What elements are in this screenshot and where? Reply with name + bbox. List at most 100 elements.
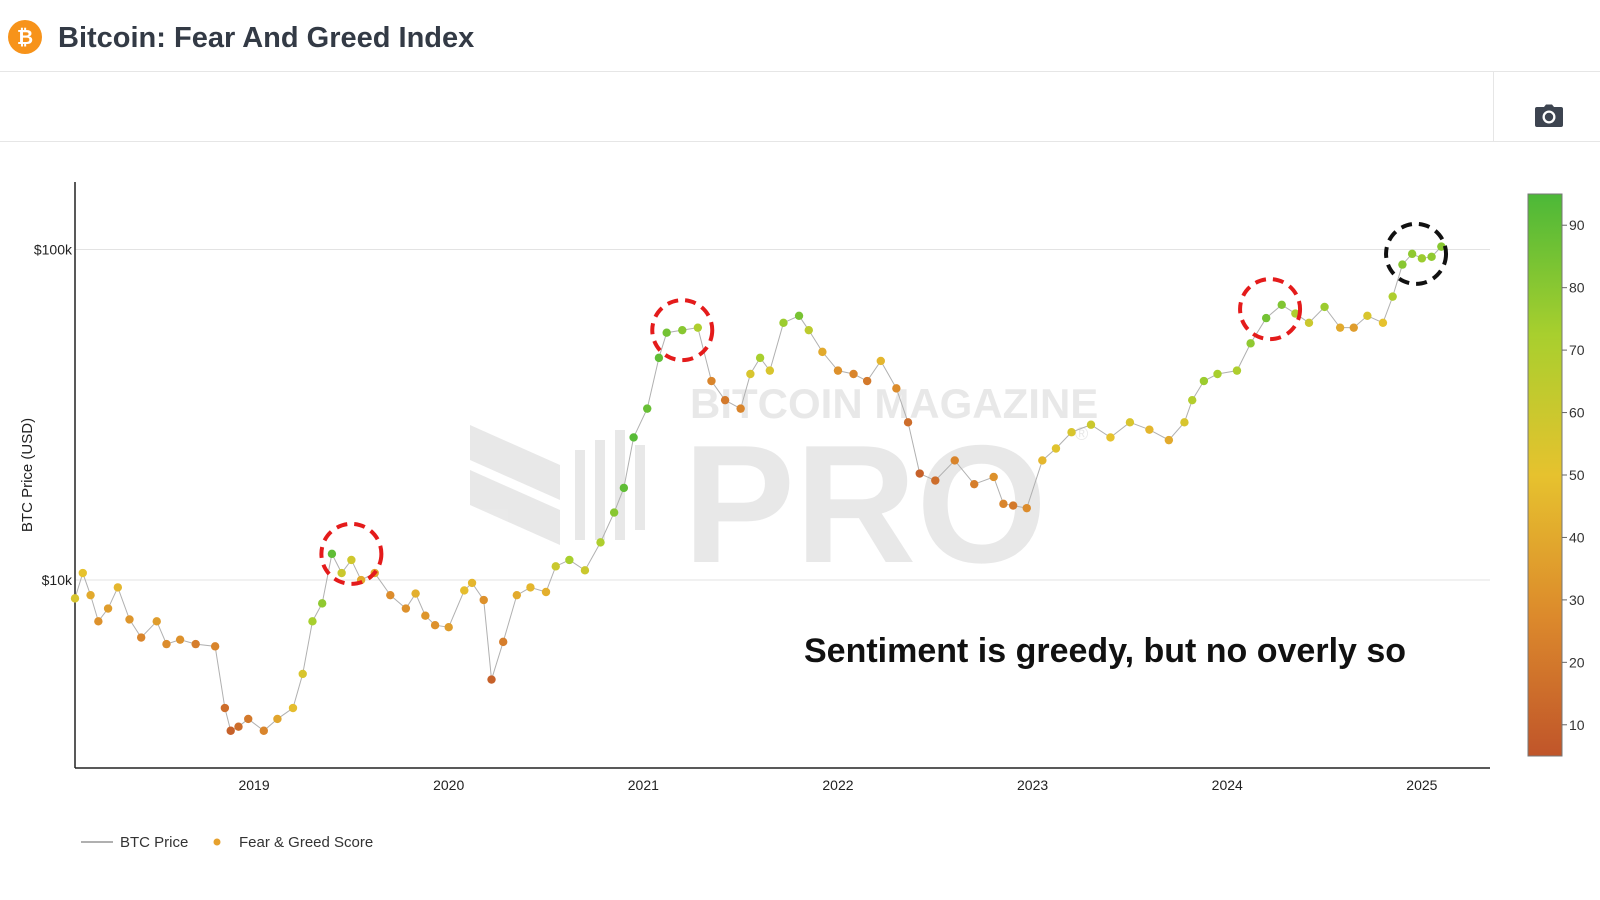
watermark-line2: PRO xyxy=(683,410,1047,598)
score-point xyxy=(1363,311,1372,321)
x-tick-label: 2020 xyxy=(433,777,464,793)
y-tick-label: $100k xyxy=(34,241,73,257)
score-point xyxy=(903,418,913,427)
score-point xyxy=(1261,313,1271,323)
score-point xyxy=(1388,292,1397,301)
camera-icon[interactable] xyxy=(1534,104,1564,128)
watermark-logo-icon xyxy=(470,425,645,545)
score-point xyxy=(244,714,253,724)
points-layer xyxy=(70,242,1446,735)
score-point xyxy=(580,566,590,575)
score-point xyxy=(541,587,551,597)
score-point xyxy=(460,586,469,595)
watermark: BITCOIN MAGAZINE PRO ® xyxy=(470,380,1098,598)
watermark-reg: ® xyxy=(1075,424,1088,444)
score-point xyxy=(1407,249,1417,259)
score-point xyxy=(833,366,843,375)
score-point xyxy=(804,325,813,335)
score-point xyxy=(273,714,282,724)
score-point xyxy=(1232,366,1242,375)
score-point xyxy=(308,617,317,626)
score-point xyxy=(1164,435,1174,445)
colorbar xyxy=(1527,193,1563,757)
score-point xyxy=(915,469,924,478)
score-point xyxy=(629,433,638,442)
score-point xyxy=(1038,456,1047,465)
score-point xyxy=(430,621,440,630)
legend: BTC Price Fear & Greed Score xyxy=(81,834,373,851)
score-point xyxy=(565,555,574,565)
score-point xyxy=(1304,318,1314,328)
score-point xyxy=(1335,323,1345,332)
score-point xyxy=(662,328,671,337)
page-header: ₿ Bitcoin: Fear And Greed Index xyxy=(0,0,1600,72)
score-point xyxy=(125,615,134,624)
score-point xyxy=(70,594,80,603)
score-point xyxy=(849,369,858,379)
highlight-circle-red xyxy=(650,298,715,363)
axes-layer: $10k $100k 2019 2020 2021 2022 2023 2024 2025 xyxy=(34,182,1490,793)
score-point xyxy=(1180,418,1189,427)
score-point xyxy=(175,635,185,644)
score-point xyxy=(1246,339,1255,348)
score-point xyxy=(444,622,453,632)
score-point xyxy=(720,395,730,405)
score-point xyxy=(487,675,496,684)
score-point xyxy=(1106,433,1115,442)
score-point xyxy=(103,604,113,613)
score-point xyxy=(1008,501,1018,510)
y-tick-label: $10k xyxy=(42,572,73,588)
score-point xyxy=(1022,503,1031,513)
colorbar-tick-label: 80 xyxy=(1569,280,1585,296)
score-point xyxy=(678,325,687,335)
x-tick-label: 2023 xyxy=(1017,777,1048,793)
score-point xyxy=(1145,425,1154,434)
legend-score-label: Fear & Greed Score xyxy=(239,834,373,851)
score-point xyxy=(386,590,395,600)
score-point xyxy=(1199,376,1209,386)
score-point xyxy=(191,639,200,649)
score-point xyxy=(794,311,804,321)
score-point xyxy=(347,555,356,565)
score-point xyxy=(162,639,171,649)
colorbar-ticks: 10 20 30 40 50 60 70 80 90 xyxy=(1562,217,1585,733)
colorbar-tick-label: 50 xyxy=(1569,467,1585,483)
score-point xyxy=(220,703,230,713)
score-point xyxy=(736,404,745,413)
score-point xyxy=(596,538,605,547)
score-point xyxy=(1213,369,1222,379)
highlight-circle-red xyxy=(1238,277,1303,342)
score-point xyxy=(1051,444,1061,453)
score-point xyxy=(317,599,327,608)
legend-score-marker-icon xyxy=(213,838,221,846)
score-point xyxy=(1437,242,1446,251)
x-tick-label: 2025 xyxy=(1406,777,1437,793)
highlight-circle-red xyxy=(319,521,384,586)
score-point xyxy=(989,472,998,482)
score-point xyxy=(950,456,959,465)
score-point xyxy=(818,347,827,357)
score-point xyxy=(210,642,220,651)
colorbar-tick-label: 30 xyxy=(1569,592,1585,608)
score-point xyxy=(512,590,522,600)
highlight-circle-black xyxy=(1384,221,1449,286)
colorbar-tick-label: 90 xyxy=(1569,217,1585,233)
grid-layer xyxy=(75,248,1490,581)
score-point xyxy=(892,384,901,393)
bitcoin-logo-icon: ₿ xyxy=(8,20,42,54)
colorbar-tick-label: 60 xyxy=(1569,405,1585,421)
score-point xyxy=(259,726,268,735)
score-point xyxy=(94,617,103,626)
score-point xyxy=(337,568,346,578)
colorbar-tick-label: 20 xyxy=(1569,654,1585,670)
highlight-circles-layer xyxy=(319,221,1449,586)
score-point xyxy=(113,583,123,592)
score-point xyxy=(1320,302,1329,312)
score-point xyxy=(707,376,716,386)
score-point xyxy=(876,356,885,366)
score-point xyxy=(643,404,652,413)
score-point xyxy=(78,568,87,578)
score-point xyxy=(931,476,940,485)
score-point xyxy=(970,479,979,489)
